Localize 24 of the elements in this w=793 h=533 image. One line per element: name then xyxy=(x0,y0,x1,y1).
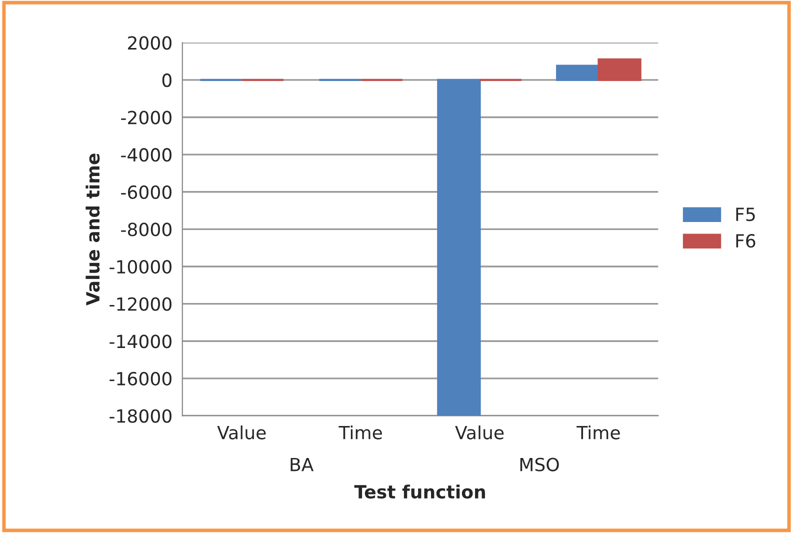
x-tick-label: Time xyxy=(338,425,382,440)
legend-label: F6 xyxy=(736,234,756,248)
y-tick-label: -4000 xyxy=(121,148,172,162)
y-tick-label: -16000 xyxy=(110,372,172,386)
y-tick-label: -2000 xyxy=(121,110,172,124)
bar xyxy=(437,78,481,416)
x-tick-label: Time xyxy=(576,425,620,440)
y-tick-label: -8000 xyxy=(121,222,172,236)
y-tick-label: -6000 xyxy=(121,185,172,199)
text: MSO xyxy=(520,458,559,472)
x-tick-label: Value xyxy=(217,425,266,440)
y-tick-label: -10000 xyxy=(110,260,172,274)
y-tick-label: -12000 xyxy=(110,297,172,311)
legend-label: F5 xyxy=(736,208,755,222)
y-tick-label: -14000 xyxy=(110,334,172,348)
x-tick-label: Value xyxy=(455,425,504,440)
y-tick-label: 2000 xyxy=(128,36,172,50)
x-axis-title: Test function xyxy=(354,484,485,499)
bar xyxy=(598,58,642,81)
y-tick-label: 0 xyxy=(162,73,172,88)
y-tick-label: -18000 xyxy=(110,409,172,423)
y-axis-title: Value and time xyxy=(86,154,100,306)
bar xyxy=(556,64,600,81)
text: BA xyxy=(290,458,314,472)
